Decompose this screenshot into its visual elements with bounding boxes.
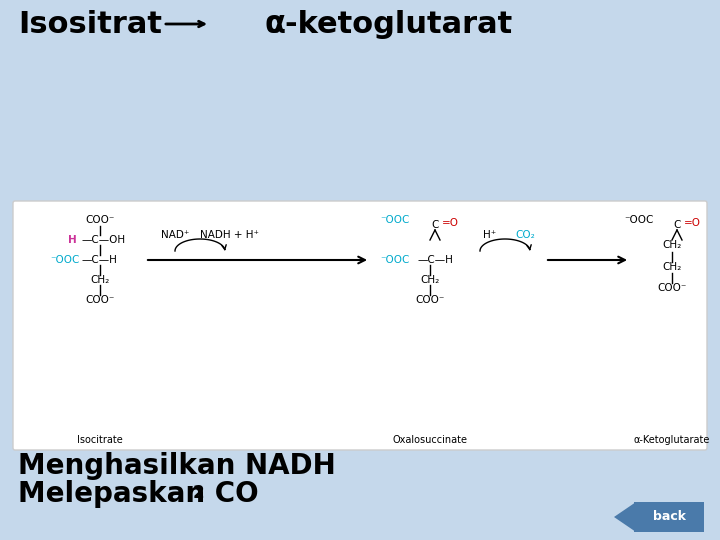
FancyBboxPatch shape (634, 502, 704, 532)
FancyBboxPatch shape (13, 201, 707, 450)
Text: NADH + H⁺: NADH + H⁺ (200, 230, 259, 240)
Text: Melepaskan CO: Melepaskan CO (18, 480, 258, 508)
Text: α-ketoglutarat: α-ketoglutarat (265, 10, 513, 39)
Text: NAD⁺: NAD⁺ (161, 230, 189, 240)
Text: —C—H: —C—H (418, 255, 454, 265)
Text: CO₂: CO₂ (515, 230, 535, 240)
Text: COO⁻: COO⁻ (85, 215, 114, 225)
Text: Isocitrate: Isocitrate (77, 435, 123, 445)
Text: ⁻OOC: ⁻OOC (380, 255, 410, 265)
Text: —C—OH: —C—OH (82, 235, 126, 245)
Text: —C—H: —C—H (82, 255, 118, 265)
Text: COO⁻: COO⁻ (85, 295, 114, 305)
Text: ⁻OOC: ⁻OOC (380, 215, 410, 225)
Text: CH₂: CH₂ (420, 275, 440, 285)
Text: back: back (652, 510, 685, 523)
Polygon shape (614, 502, 704, 532)
Text: Oxalosuccinate: Oxalosuccinate (392, 435, 467, 445)
Text: CH₂: CH₂ (662, 262, 682, 272)
Text: ⁻OOC: ⁻OOC (624, 215, 653, 225)
Text: CH₂: CH₂ (662, 240, 682, 250)
Text: H⁺: H⁺ (483, 230, 497, 240)
Text: C: C (673, 220, 680, 230)
Text: H: H (68, 235, 76, 245)
Text: ⁻OOC: ⁻OOC (50, 255, 79, 265)
Text: =O: =O (442, 218, 459, 228)
Text: α-Ketoglutarate: α-Ketoglutarate (634, 435, 710, 445)
Text: C: C (431, 220, 438, 230)
Text: =O: =O (684, 218, 701, 228)
Text: Menghasilkan NADH: Menghasilkan NADH (18, 452, 336, 480)
Text: CH₂: CH₂ (91, 275, 109, 285)
Text: COO⁻: COO⁻ (657, 283, 687, 293)
Text: Isositrat: Isositrat (18, 10, 162, 39)
Text: COO⁻: COO⁻ (415, 295, 445, 305)
Text: 2: 2 (193, 484, 204, 502)
